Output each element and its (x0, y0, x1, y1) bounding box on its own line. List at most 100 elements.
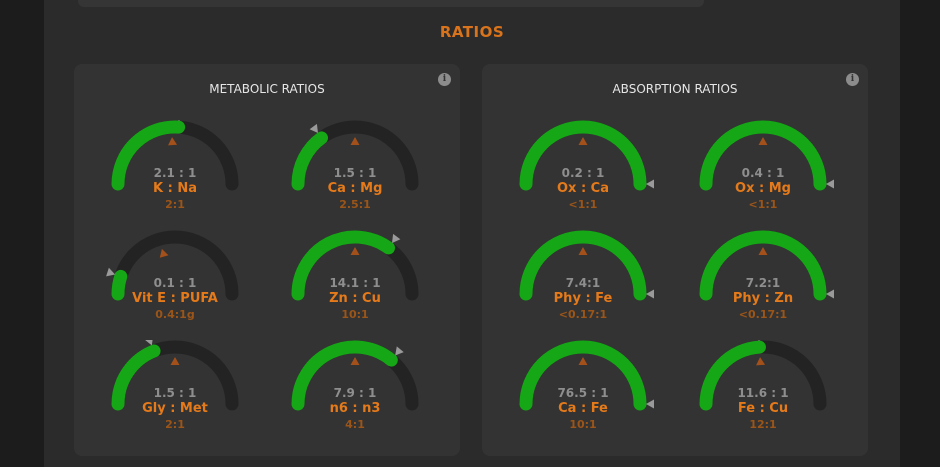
gauge-graphic (291, 340, 419, 411)
gauge-label: Phy : Zn (732, 291, 794, 306)
gauge-label: Ca : Mg (327, 181, 383, 196)
gauge-graphic (519, 230, 654, 301)
gauge-fill (291, 131, 328, 191)
target-marker-icon (170, 357, 180, 365)
value-marker-icon (178, 120, 180, 122)
gauge-fill (111, 269, 128, 301)
gauge-graphic (519, 340, 654, 411)
gauge-target: 10:1 (341, 308, 369, 321)
ratio-gauge[interactable]: 0.2 : 1 Ox : Ca <1:1 (508, 120, 658, 220)
gauge-fill (291, 230, 395, 301)
gauge-value: 7.9 : 1 (333, 386, 377, 400)
target-marker-icon (578, 137, 588, 145)
gauge-value: 0.4 : 1 (741, 166, 785, 180)
gauge-target: 4:1 (345, 418, 365, 431)
gauge-graphic (291, 230, 419, 301)
gauge-graphic (106, 230, 239, 301)
value-marker-icon (646, 179, 654, 189)
gauge-label: Ca : Fe (558, 401, 608, 416)
target-marker-icon (350, 247, 360, 255)
section-title: RATIOS (439, 23, 505, 41)
gauge-target: 0.4:1g (155, 308, 195, 321)
gauge-target: 12:1 (749, 418, 777, 431)
ratio-gauge[interactable]: 11.6 : 1 Fe : Cu 12:1 (688, 340, 838, 440)
gauge-target: 2:1 (165, 198, 185, 211)
ratio-gauge[interactable]: 1.5 : 1 Ca : Mg 2.5:1 (280, 120, 430, 220)
value-marker-icon (145, 340, 153, 346)
target-marker-icon (168, 137, 178, 146)
gauge-target: <1:1 (748, 198, 778, 211)
gauge-value: 2.1 : 1 (153, 166, 197, 180)
gauge-graphic (519, 120, 654, 191)
value-marker-icon (309, 123, 318, 134)
gauge-graphic (699, 230, 834, 301)
gauge-value: 76.5 : 1 (557, 386, 609, 400)
previous-section-edge (78, 0, 704, 7)
absorption-ratios-panel: ABSORPTION RATIOS i 0.2 : 1 Ox : Ca <1:1 0.… (482, 64, 868, 456)
info-icon[interactable]: i (846, 73, 859, 86)
gauge-label: Gly : Met (142, 401, 208, 416)
gauge-fill (699, 340, 766, 411)
gauge-fill (111, 120, 186, 191)
gauge-fill (519, 120, 647, 191)
gauge-fill (291, 340, 398, 411)
gauge-label: Ox : Ca (557, 181, 609, 196)
value-marker-icon (826, 289, 834, 299)
value-marker-icon (395, 346, 404, 356)
gauge-target: 2:1 (165, 418, 185, 431)
gauge-fill (699, 230, 827, 301)
value-marker-icon (758, 340, 760, 342)
gauge-target: <0.17:1 (738, 308, 788, 321)
gauge-target: 10:1 (569, 418, 597, 431)
target-marker-icon (758, 247, 768, 255)
ratio-gauge[interactable]: 14.1 : 1 Zn : Cu 10:1 (280, 230, 430, 330)
target-marker-icon (758, 137, 768, 145)
value-marker-icon (646, 289, 654, 299)
ratio-gauge[interactable]: 0.1 : 1 Vit E : PUFA 0.4:1g (100, 230, 250, 330)
gauge-label: Fe : Cu (737, 401, 789, 416)
gauge-fill (699, 120, 827, 191)
gauge-value: 0.2 : 1 (561, 166, 605, 180)
gauge-graphic (111, 120, 239, 191)
gauge-fill (519, 340, 647, 411)
gauge-fill (519, 230, 647, 301)
value-marker-icon (826, 179, 834, 189)
target-marker-icon (159, 248, 169, 258)
ratio-gauge[interactable]: 7.9 : 1 n6 : n3 4:1 (280, 340, 430, 440)
gauge-value: 1.5 : 1 (333, 166, 377, 180)
gauge-track (111, 230, 239, 301)
gauge-label: Zn : Cu (329, 291, 381, 306)
gauge-target: <1:1 (568, 198, 598, 211)
value-marker-icon (392, 233, 401, 244)
target-marker-icon (578, 357, 588, 365)
gauge-graphic (291, 120, 419, 191)
gauge-graphic (111, 340, 239, 411)
ratio-gauge[interactable]: 7.2:1 Phy : Zn <0.17:1 (688, 230, 838, 330)
target-marker-icon (756, 357, 766, 366)
ratio-gauge[interactable]: 7.4:1 Phy : Fe <0.17:1 (508, 230, 658, 330)
gauge-graphic (699, 120, 834, 191)
gauge-label: Vit E : PUFA (132, 291, 218, 306)
gauge-value: 7.4:1 (565, 276, 601, 290)
gauge-value: 14.1 : 1 (329, 276, 381, 290)
gauge-value: 7.2:1 (745, 276, 781, 290)
gauge-label: Phy : Fe (553, 291, 613, 306)
target-marker-icon (350, 357, 360, 365)
gauge-target: 2.5:1 (339, 198, 371, 211)
gauge-value: 0.1 : 1 (153, 276, 197, 290)
target-marker-icon (350, 137, 360, 145)
value-marker-icon (106, 267, 116, 277)
ratio-gauge[interactable]: 0.4 : 1 Ox : Mg <1:1 (688, 120, 838, 220)
value-marker-icon (646, 399, 654, 409)
gauge-value: 11.6 : 1 (737, 386, 789, 400)
ratio-gauge[interactable]: 1.5 : 1 Gly : Met 2:1 (100, 340, 250, 440)
panel-title: METABOLIC RATIOS (209, 82, 325, 96)
gauge-label: K : Na (153, 181, 197, 196)
ratio-gauge[interactable]: 76.5 : 1 Ca : Fe 10:1 (508, 340, 658, 440)
gauge-target: <0.17:1 (558, 308, 608, 321)
panel-title: ABSORPTION RATIOS (612, 82, 738, 96)
info-icon[interactable]: i (438, 73, 451, 86)
